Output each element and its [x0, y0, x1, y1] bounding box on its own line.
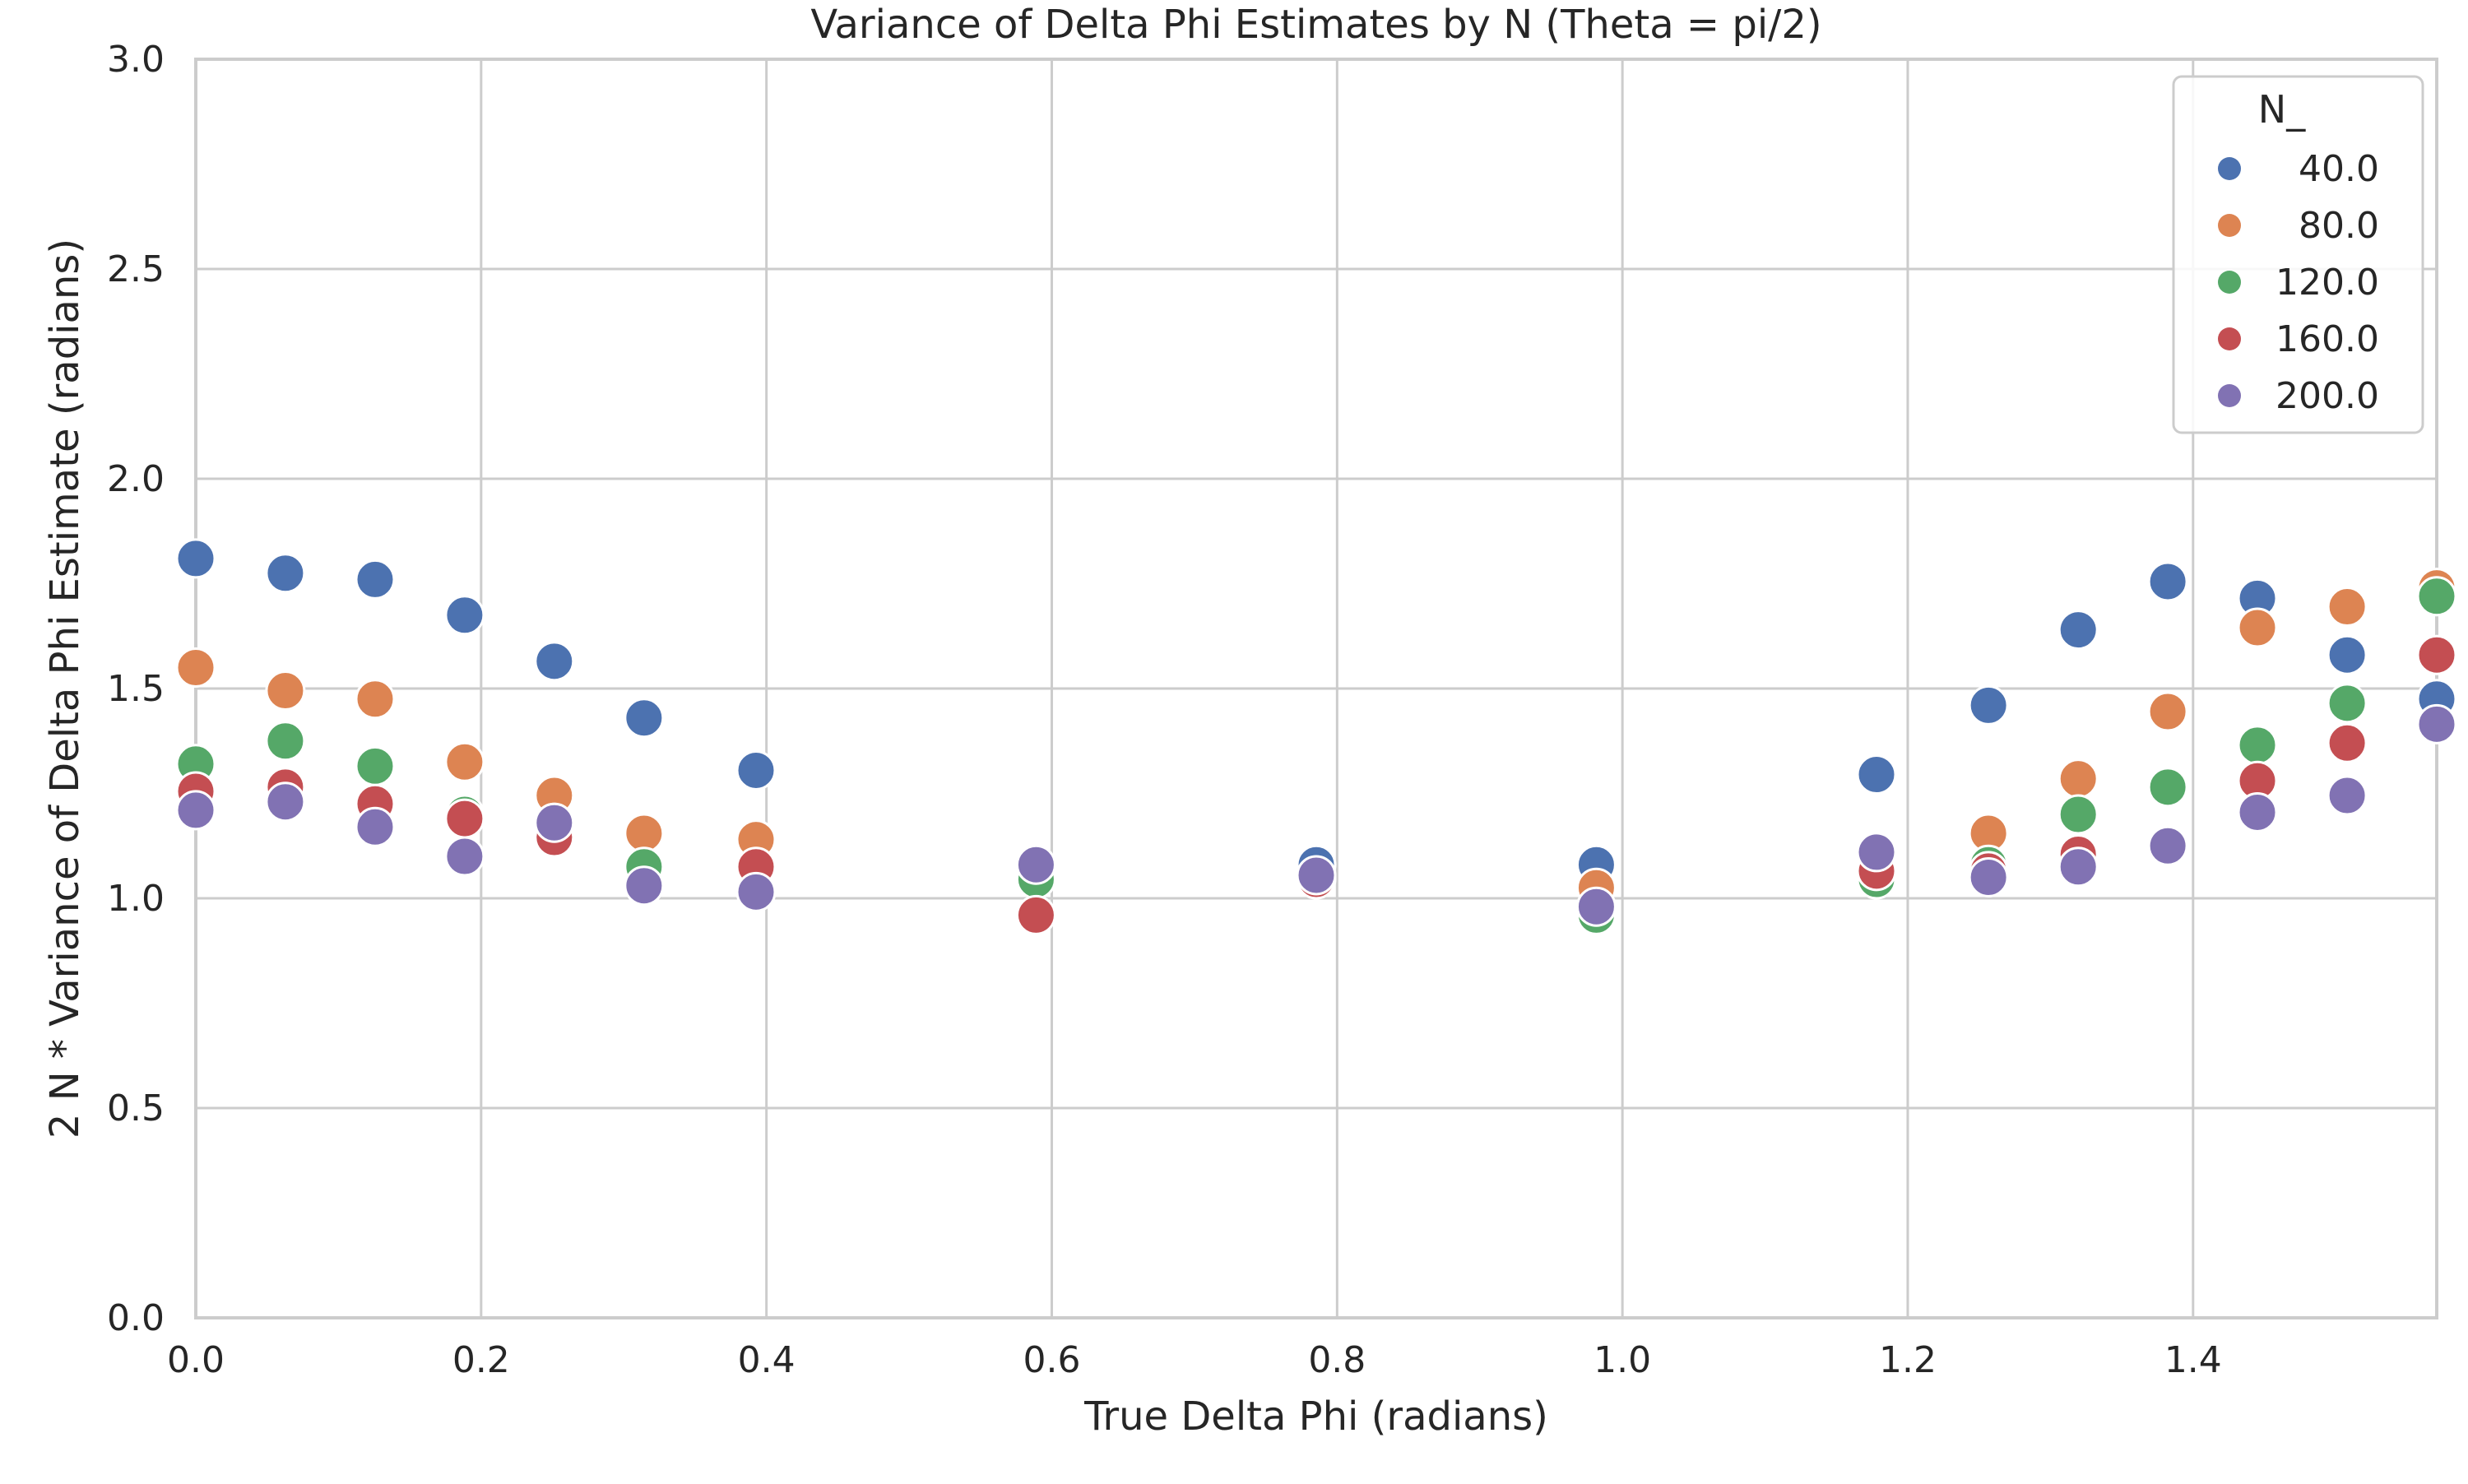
- legend-entry: 120.0: [2275, 262, 2379, 304]
- data-point: [2147, 561, 2188, 602]
- legend-entry: 200.0: [2275, 375, 2379, 417]
- data-point: [624, 865, 665, 907]
- data-point: [1968, 684, 2009, 726]
- data-point: [355, 679, 396, 720]
- data-point: [2057, 758, 2099, 800]
- data-point: [265, 553, 306, 594]
- legend-marker: [2218, 327, 2241, 350]
- legend-entry: 40.0: [2299, 148, 2379, 190]
- legend-marker: [2218, 271, 2241, 294]
- data-point: [2327, 722, 2368, 763]
- data-point: [2416, 703, 2457, 744]
- x-tick-label: 0.2: [452, 1339, 510, 1381]
- data-point: [2147, 767, 2188, 808]
- data-point: [265, 670, 306, 712]
- data-point: [2147, 691, 2188, 732]
- legend-entry: 160.0: [2275, 318, 2379, 360]
- data-point: [2327, 683, 2368, 724]
- legend-entry: 80.0: [2299, 205, 2379, 247]
- data-point: [2237, 607, 2278, 648]
- data-point: [1856, 754, 1897, 795]
- y-tick-label: 1.5: [107, 668, 165, 710]
- x-tick-label: 1.4: [2164, 1339, 2222, 1381]
- x-tick-label: 0.8: [1308, 1339, 1366, 1381]
- data-point: [175, 538, 216, 579]
- series-40.0: [175, 538, 2457, 885]
- data-point: [1015, 844, 1056, 885]
- chart-title: Variance of Delta Phi Estimates by N (Th…: [810, 2, 1821, 48]
- x-tick-label: 0.6: [1023, 1339, 1080, 1381]
- data-point: [2327, 634, 2368, 675]
- data-point: [534, 802, 575, 843]
- x-tick-label: 1.0: [1594, 1339, 1651, 1381]
- data-point: [2327, 587, 2368, 628]
- legend: N_ 40.0 80.0 120.0 160.0 200.0: [2172, 75, 2424, 434]
- y-tick-label: 2.5: [107, 248, 165, 290]
- series-200.0: [175, 703, 2457, 927]
- x-tick-label: 0.0: [167, 1339, 225, 1381]
- data-point: [444, 595, 485, 636]
- y-tick-label: 3.0: [107, 39, 165, 81]
- data-point: [2147, 825, 2188, 866]
- y-axis-label: 2 N * Variance of Delta Phi Estimate (ra…: [42, 239, 88, 1139]
- data-point: [1296, 855, 1337, 896]
- data-point: [175, 647, 216, 688]
- data-point: [2237, 791, 2278, 832]
- data-point: [1015, 894, 1056, 935]
- legend-title: N_: [2258, 87, 2306, 132]
- data-point: [2237, 725, 2278, 766]
- data-point: [1856, 832, 1897, 873]
- data-point: [735, 749, 777, 791]
- y-tick-label: 2.0: [107, 458, 165, 500]
- x-axis-label: True Delta Phi (radians): [1083, 1394, 1548, 1440]
- grid: [194, 58, 2437, 1319]
- y-tick-label: 0.5: [107, 1087, 165, 1129]
- legend-marker: [2218, 214, 2241, 237]
- data-point: [735, 871, 777, 912]
- x-tick-label: 0.4: [738, 1339, 796, 1381]
- data-point: [444, 836, 485, 877]
- data-point: [2057, 846, 2099, 888]
- data-point: [175, 790, 216, 831]
- data-point: [2057, 610, 2099, 651]
- data-point: [624, 698, 665, 739]
- data-point: [1968, 857, 2009, 897]
- data-points: [175, 538, 2457, 935]
- data-point: [624, 813, 665, 854]
- data-point: [444, 741, 485, 782]
- data-point: [2057, 794, 2099, 835]
- data-point: [1575, 886, 1617, 927]
- data-point: [355, 559, 396, 600]
- x-tick-label: 1.2: [1879, 1339, 1937, 1381]
- data-point: [534, 641, 575, 682]
- y-tick-label: 0.0: [107, 1297, 165, 1339]
- data-point: [355, 745, 396, 786]
- data-point: [444, 798, 485, 839]
- data-point: [2416, 634, 2457, 675]
- legend-marker: [2218, 384, 2241, 407]
- data-point: [355, 806, 396, 847]
- legend-marker: [2218, 157, 2241, 180]
- data-point: [2327, 775, 2368, 816]
- data-point: [265, 721, 306, 762]
- axes: 0.0 0.2 0.4 0.6 0.8 1.0 1.2 1.4 0.0 0.5 1.0 1.5 2.0 2…: [107, 39, 2438, 1381]
- data-point: [2416, 576, 2457, 617]
- y-tick-label: 1.0: [107, 878, 165, 920]
- data-point: [265, 781, 306, 823]
- series-80.0: [175, 568, 2457, 908]
